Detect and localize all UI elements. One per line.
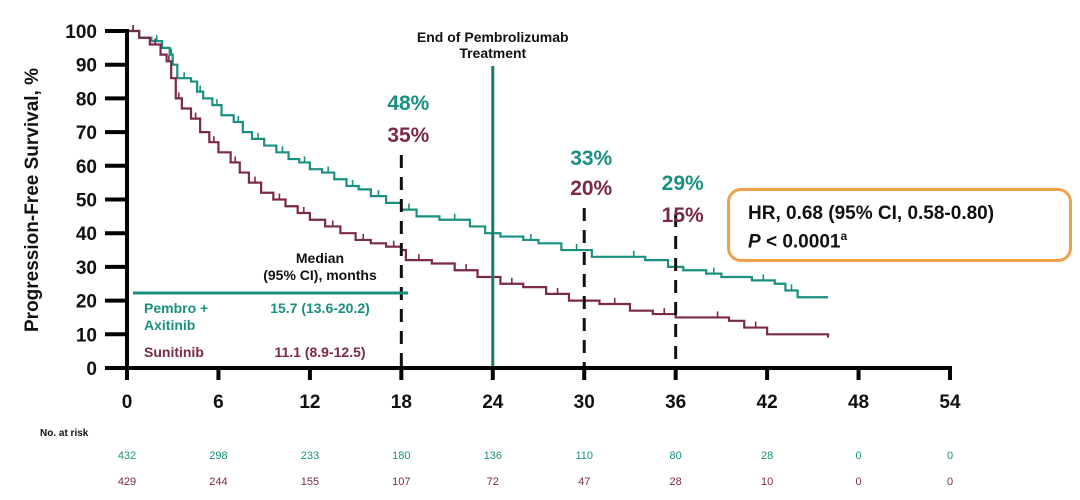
at-risk-pembro: 28 (761, 450, 773, 462)
at-risk-sunitinib: 429 (118, 476, 136, 488)
at-risk-pembro: 110 (575, 450, 593, 462)
vlines-layer (399, 66, 678, 368)
pembro-axitinib-curve (127, 29, 829, 299)
curves-layer (127, 25, 830, 338)
median-pembro-axitinib: 15.7 (13.6-20.2) (270, 300, 370, 316)
y-tick-label: 80 (76, 89, 97, 110)
p-value-text: P < 0.0001a (748, 229, 847, 253)
x-tick-label: 18 (391, 392, 412, 413)
x-tick-label: 12 (299, 392, 320, 413)
at-risk-pembro: 0 (855, 450, 861, 462)
y-tick-label: 30 (76, 258, 97, 279)
at-risk-sunitinib: 0 (855, 476, 861, 488)
x-tick-label: 6 (213, 392, 224, 413)
at-risk-sunitinib: 155 (301, 476, 319, 488)
x-tick-label: 36 (665, 392, 686, 413)
legend-sunitinib: Sunitinib (144, 344, 204, 360)
axes-layer: 0 10 20 30 40 50 60 70 80 90 100 0 6 12 18 24 30 36 42 48 54 (65, 22, 961, 413)
at-risk-pembro: 0 (947, 450, 953, 462)
y-tick-label: 0 (86, 359, 97, 380)
at-risk-pembro: 298 (209, 450, 227, 462)
at-risk-sunitinib: 10 (761, 476, 773, 488)
pembro-pfs-month-18: 48% (387, 92, 429, 115)
median-header-ci: (95% CI), months (263, 267, 377, 283)
at-risk-pembro: 233 (301, 450, 319, 462)
at-risk-sunitinib: 107 (392, 476, 410, 488)
at-risk-sunitinib: 47 (578, 476, 590, 488)
at-risk-sunitinib: 28 (670, 476, 682, 488)
y-tick-label: 60 (76, 157, 97, 178)
y-tick-label: 50 (76, 191, 97, 212)
sunitinib-curve (127, 29, 830, 338)
at-risk-header: No. at risk (40, 428, 89, 439)
pembro-pfs-month-30: 33% (570, 147, 612, 170)
x-tick-label: 0 (122, 392, 133, 413)
p-label: P (748, 231, 761, 253)
at-risk-sunitinib: 244 (209, 476, 227, 488)
p-value: < 0.0001 (760, 231, 841, 253)
pembro-pfs-month-36: 29% (662, 172, 704, 195)
end-of-treatment-label: Treatment (459, 45, 526, 61)
y-axis-label: Progression-Free Survival, % (22, 68, 43, 332)
median-sunitinib: 11.1 (8.9-12.5) (274, 344, 365, 360)
y-tick-label: 70 (76, 123, 97, 144)
at-risk-pembro: 432 (118, 450, 136, 462)
y-tick-label: 100 (65, 22, 97, 43)
sunitinib-pfs-month-30: 20% (570, 177, 612, 200)
legend-pembro-axitinib: Axitinib (144, 317, 195, 333)
y-tick-label: 20 (76, 292, 97, 313)
median-header: Median (296, 250, 344, 266)
legend-pembro-axitinib: Pembro + (144, 300, 208, 316)
x-tick-label: 24 (482, 392, 504, 413)
x-tick-label: 30 (574, 392, 595, 413)
y-tick-label: 90 (76, 56, 97, 77)
x-tick-label: 54 (939, 392, 961, 413)
at-risk-pembro: 136 (484, 450, 502, 462)
end-of-treatment-label: End of Pembrolizumab (417, 29, 569, 45)
at-risk-sunitinib: 72 (487, 476, 499, 488)
at-risk-pembro: 80 (670, 450, 682, 462)
hazard-ratio-box: HR, 0.68 (95% CI, 0.58-0.80) P < 0.0001a (727, 188, 1072, 262)
y-tick-label: 10 (76, 325, 97, 346)
y-tick-label: 40 (76, 224, 97, 245)
sunitinib-pfs-month-18: 35% (387, 124, 429, 147)
hazard-ratio-text: HR, 0.68 (95% CI, 0.58-0.80) (748, 203, 995, 224)
at-risk-pembro: 180 (392, 450, 410, 462)
x-tick-label: 42 (757, 392, 778, 413)
p-footnote-marker: a (840, 229, 848, 243)
x-tick-label: 48 (848, 392, 869, 413)
sunitinib-pfs-month-36: 15% (662, 204, 704, 227)
at-risk-sunitinib: 0 (947, 476, 953, 488)
